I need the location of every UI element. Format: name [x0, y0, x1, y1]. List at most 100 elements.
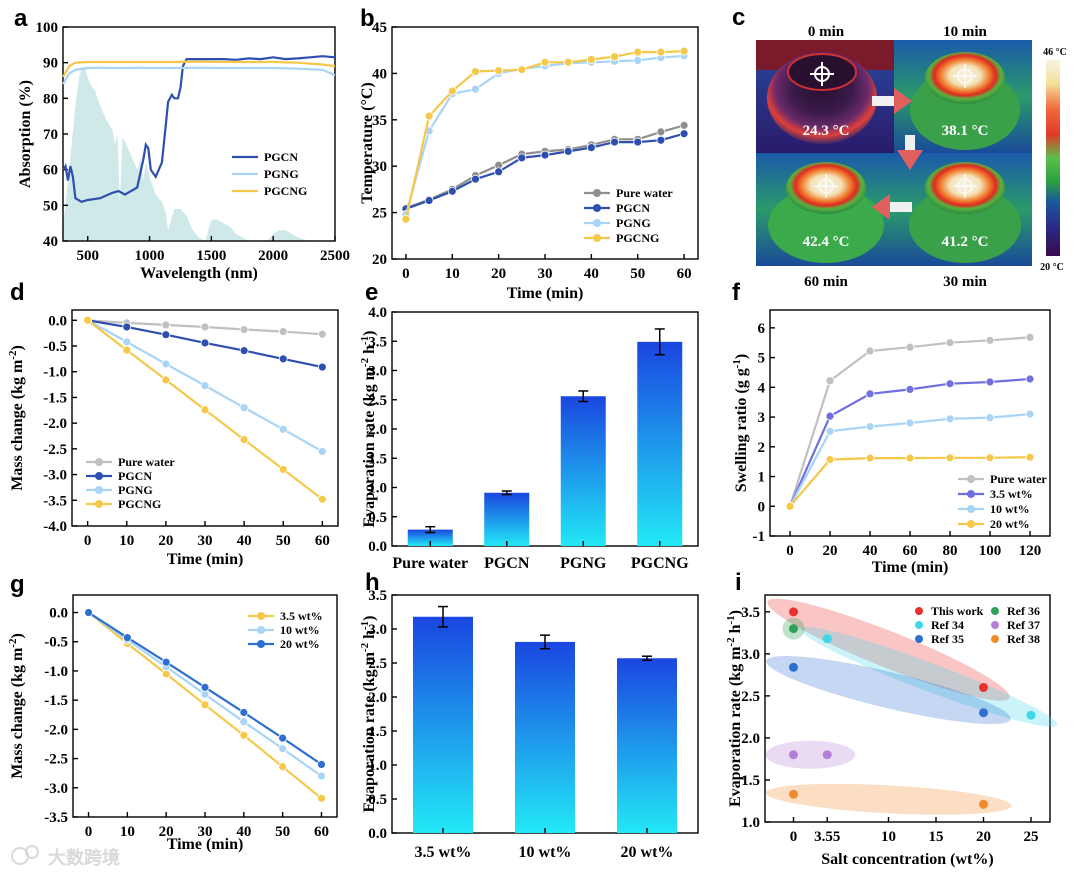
thermal-time-label: 60 min: [804, 274, 848, 290]
y-tick-label: 20: [372, 252, 387, 268]
data-point: [122, 337, 132, 347]
data-point: [985, 453, 995, 463]
legend-marker: [991, 607, 999, 615]
data-point: [540, 150, 550, 160]
panel-letter-g: g: [10, 571, 25, 598]
legend-label: 3.5 wt%: [990, 487, 1033, 501]
data-point: [586, 55, 596, 64]
y-tick-label: 90: [43, 56, 58, 72]
data-point: [586, 143, 596, 153]
watermark-logo-icon: [11, 845, 39, 865]
data-point: [278, 762, 288, 772]
legend-label: Ref 36: [1007, 604, 1040, 618]
watermark: 大数跨境: [11, 845, 120, 868]
data-point: [865, 422, 875, 431]
legend-marker: [95, 486, 103, 494]
scatter-point: [1026, 710, 1036, 720]
thermal-time-label: 10 min: [943, 24, 987, 40]
thermal-image-30min: [894, 153, 1032, 266]
y-tick-label: 3.0: [368, 622, 387, 638]
thermal-time-label: 0 min: [808, 24, 845, 40]
group-ellipse: [800, 627, 1058, 727]
legend-label: 10 wt%: [990, 502, 1030, 516]
data-point: [945, 414, 955, 424]
scatter-point: [822, 634, 832, 644]
scatter-point: [789, 750, 798, 760]
x-tick-label: 100: [979, 543, 1002, 559]
x-axis-title: Salt concentration (wt%): [821, 851, 993, 868]
x-tick-label: 120: [1019, 543, 1042, 559]
y-tick-label: 2.0: [368, 422, 387, 438]
y-tick-label: 1.0: [368, 481, 387, 497]
y-axis-title: Evaporation rate (kg m-2 h-1): [359, 615, 378, 812]
x-tick-label: 30: [198, 824, 213, 840]
data-point: [945, 379, 955, 389]
data-point: [945, 453, 955, 463]
data-point: [471, 84, 480, 94]
data-point: [985, 335, 995, 345]
legend-label: Ref 38: [1007, 632, 1040, 646]
scale-max-label: 46 °C: [1043, 47, 1067, 58]
x-axis-title: Time (min): [507, 285, 584, 302]
scatter-point: [979, 708, 988, 718]
y-tick-label: 3.0: [368, 364, 387, 380]
y-tick-label: -4.0: [43, 519, 67, 535]
thermal-time-label: 30 min: [943, 274, 987, 290]
thermal-temp-label: 24.3 °C: [803, 123, 850, 139]
y-tick-label: 45: [372, 20, 387, 36]
data-point: [122, 633, 132, 643]
legend-label: Pure water: [118, 455, 175, 469]
data-point: [317, 793, 326, 803]
series-line-0: [62, 55, 336, 203]
data-point: [239, 346, 249, 356]
data-point: [563, 146, 573, 156]
legend-marker: [95, 472, 103, 480]
data-point: [317, 771, 326, 781]
legend-label: Pure water: [990, 472, 1047, 486]
data-point: [424, 196, 434, 205]
legend-marker: [915, 621, 923, 629]
x-tick-label: 50: [275, 824, 290, 840]
data-point: [122, 322, 132, 332]
x-axis-title: Wavelength (nm): [140, 265, 258, 282]
y-tick-label: 40: [372, 66, 387, 82]
data-point: [563, 57, 573, 67]
data-point: [865, 346, 875, 356]
panel-letter-f: f: [732, 279, 741, 306]
data-point: [200, 381, 210, 391]
y-axis-title: Temperature (°C): [359, 82, 376, 203]
panel-e-evaporation-rate-chart: 0.0 0.5 1.0 1.5 2.0 2.5 3.0 3.5 4.0e Pure water PG…: [359, 279, 699, 572]
x-tick-label: 40: [237, 533, 252, 549]
data-point: [679, 46, 689, 56]
data-point: [239, 717, 249, 727]
data-point: [278, 733, 288, 743]
x-tick-label: 30: [198, 533, 213, 549]
bar: [484, 492, 530, 546]
legend-marker: [593, 189, 601, 197]
legend-marker: [967, 520, 975, 528]
x-tick-label: 25: [1024, 829, 1039, 845]
crosshair-icon: [810, 62, 834, 86]
data-point: [471, 174, 480, 184]
legend-label: 20 wt%: [990, 517, 1030, 531]
legend-label: Ref 35: [931, 632, 964, 646]
panel-i-comparison-chart: 0 3.55 10 15 20 25 1.0 1.5 2.0 2.5 3.0 3.5 i This wor…: [725, 569, 1058, 868]
bar: [560, 396, 606, 546]
legend-marker: [257, 626, 265, 634]
data-point: [679, 120, 689, 130]
x-category-label: 3.5 wt%: [415, 844, 472, 861]
x-tick-label: 0: [402, 266, 410, 282]
crosshair-icon: [953, 64, 977, 88]
y-tick-label: 1.5: [368, 451, 387, 467]
y-tick-label: -3.5: [43, 493, 67, 509]
data-point: [401, 214, 411, 224]
legend-marker: [593, 234, 601, 242]
x-axis-title: Time (min): [167, 836, 244, 853]
data-point: [424, 111, 434, 121]
legend-marker: [95, 500, 103, 508]
x-tick-label: 10: [881, 829, 896, 845]
legend-label: PGCNG: [616, 231, 659, 245]
data-point: [610, 137, 619, 147]
bar: [637, 341, 683, 546]
legend-label: PGNG: [616, 216, 651, 230]
